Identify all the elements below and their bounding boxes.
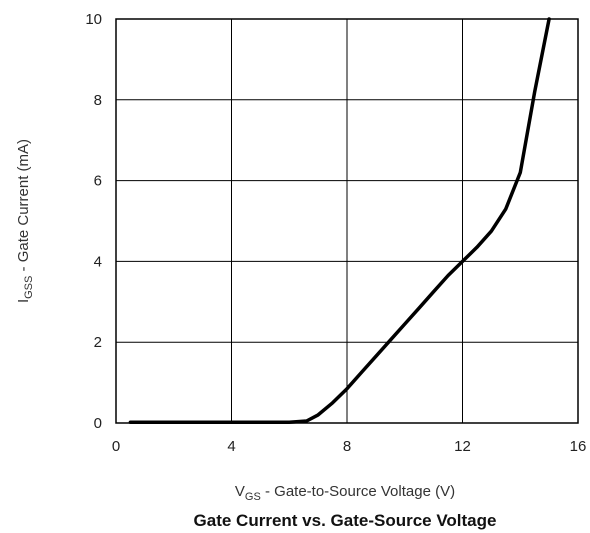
x-tick-label: 0 [112,438,120,455]
x-tick-label: 16 [570,438,587,455]
y-axis-label-sub: GSS [23,276,35,299]
y-tick-label: 8 [94,92,102,109]
x-axis-label-sub: GS [245,491,261,503]
x-axis-label-rest: - Gate-to-Source Voltage (V) [261,483,455,500]
y-axis-label-rest: - Gate Current (mA) [15,139,32,276]
y-tick-label: 2 [94,334,102,351]
y-tick-label: 10 [85,11,102,28]
y-tick-label: 0 [94,415,102,432]
y-tick-label: 4 [94,253,102,270]
y-axis-label: IGSS - Gate Current (mA) [15,139,35,303]
x-tick-label: 8 [343,438,351,455]
x-axis-label: VGS - Gate-to-Source Voltage (V) [235,483,455,503]
y-tick-label: 6 [94,173,102,190]
x-tick-label: 12 [454,438,471,455]
plot-frame [115,18,579,424]
x-axis-label-main: V [235,483,245,500]
chart-title: Gate Current vs. Gate-Source Voltage [194,511,497,530]
grid-lines [116,19,578,423]
series-line [128,17,551,424]
tick-labels: 0 4 8 12 16 0 2 4 6 8 10 [85,11,586,455]
x-tick-label: 4 [227,438,235,455]
y-axis-label-main: I [15,299,32,303]
